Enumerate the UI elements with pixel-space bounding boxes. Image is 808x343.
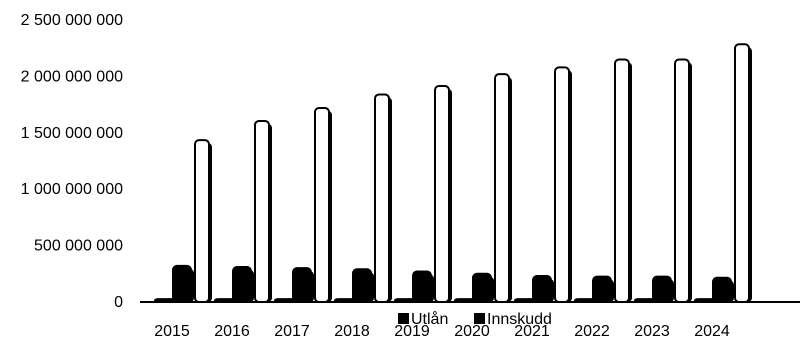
bar-mid-2021-body	[532, 275, 552, 303]
legend-item: Utlån	[398, 310, 448, 328]
x-tick-label: 2020	[454, 323, 490, 338]
bar-utlan-2022	[614, 58, 632, 304]
x-tick-label: 2015	[154, 323, 190, 338]
bar-mid-2017-body	[292, 267, 312, 304]
y-tick-label: 0	[114, 294, 123, 311]
bar-utlan-2017-body	[314, 106, 330, 304]
x-tick-label: 2016	[214, 323, 250, 338]
bar-mid-2015-body	[172, 264, 192, 303]
bar-mid-2023	[652, 275, 674, 303]
bar-utlan-2015	[194, 139, 212, 303]
y-tick-label: 1 000 000 000	[21, 181, 123, 198]
legend-swatch	[398, 313, 409, 324]
bar-mid-2015	[172, 264, 194, 303]
bar-utlan-2017	[314, 106, 332, 304]
legend-label: Innskudd	[487, 311, 552, 328]
bar-mid-2017	[292, 267, 314, 304]
bar-mid-2019	[412, 270, 434, 304]
bar-mid-2022	[592, 275, 614, 303]
bar-mid-2021	[532, 275, 554, 303]
bar-mid-2020-body	[472, 272, 492, 303]
bar-utlan-2018-body	[374, 93, 390, 303]
bar-mid-2024-body	[712, 276, 732, 303]
bar-utlan-2016-body	[254, 119, 270, 304]
bar-utlan-2024-body	[734, 43, 750, 303]
bar-utlan-2015-body	[194, 139, 210, 303]
bar-utlan-2019-body	[434, 84, 450, 303]
x-axis: 2015 2016 2017 2018 2019 2020 2021 2022 2023 2024	[154, 323, 730, 340]
bar-utlan-2022-body	[614, 58, 630, 304]
bar-mid-2016-body	[232, 266, 252, 304]
y-tick-label: 2 500 000 000	[21, 12, 123, 29]
bar-utlan-2020	[494, 73, 512, 303]
bar-mid-2022-body	[592, 275, 612, 303]
x-tick-label: 2019	[394, 323, 430, 338]
plot-area	[140, 43, 800, 304]
legend-swatch	[474, 313, 485, 324]
bar-mid-2018	[352, 268, 374, 303]
bar-utlan-2021-body	[554, 66, 570, 303]
bar-mid-2016	[232, 266, 254, 304]
legend-label: Utlån	[411, 310, 448, 328]
x-tick-label: 2024	[694, 323, 730, 338]
bar-utlan-2020-body	[494, 73, 510, 303]
y-tick-label: 1 500 000 000	[21, 125, 123, 142]
bar-mid-2018-body	[352, 268, 372, 303]
bar-utlan-2023-body	[674, 58, 690, 304]
bar-utlan-2021	[554, 66, 572, 303]
bar-utlan-2018	[374, 93, 392, 303]
x-tick-label: 2018	[334, 323, 370, 338]
bar-mid-2023-body	[652, 275, 672, 303]
x-tick-label: 2017	[274, 323, 310, 338]
x-tick-label: 2021	[514, 323, 550, 338]
bar-mid-2019-body	[412, 270, 432, 304]
x-tick-label: 2022	[574, 323, 610, 338]
y-tick-label: 500 000 000	[34, 238, 123, 255]
legend: Utlån Innskudd	[398, 310, 552, 328]
bar-mid-2020	[472, 272, 494, 303]
bar-mid-2024	[712, 276, 734, 303]
y-tick-label: 2 000 000 000	[21, 68, 123, 85]
x-tick-label: 2023	[634, 323, 670, 338]
bar-utlan-2016	[254, 119, 272, 304]
legend-item: Innskudd	[474, 311, 552, 328]
bar-utlan-2024	[734, 43, 752, 303]
bar-utlan-2019	[434, 84, 452, 303]
y-axis: 0 500 000 000 1 000 000 000 1 500 000 000 2 …	[21, 12, 123, 311]
bar-utlan-2023	[674, 58, 692, 304]
